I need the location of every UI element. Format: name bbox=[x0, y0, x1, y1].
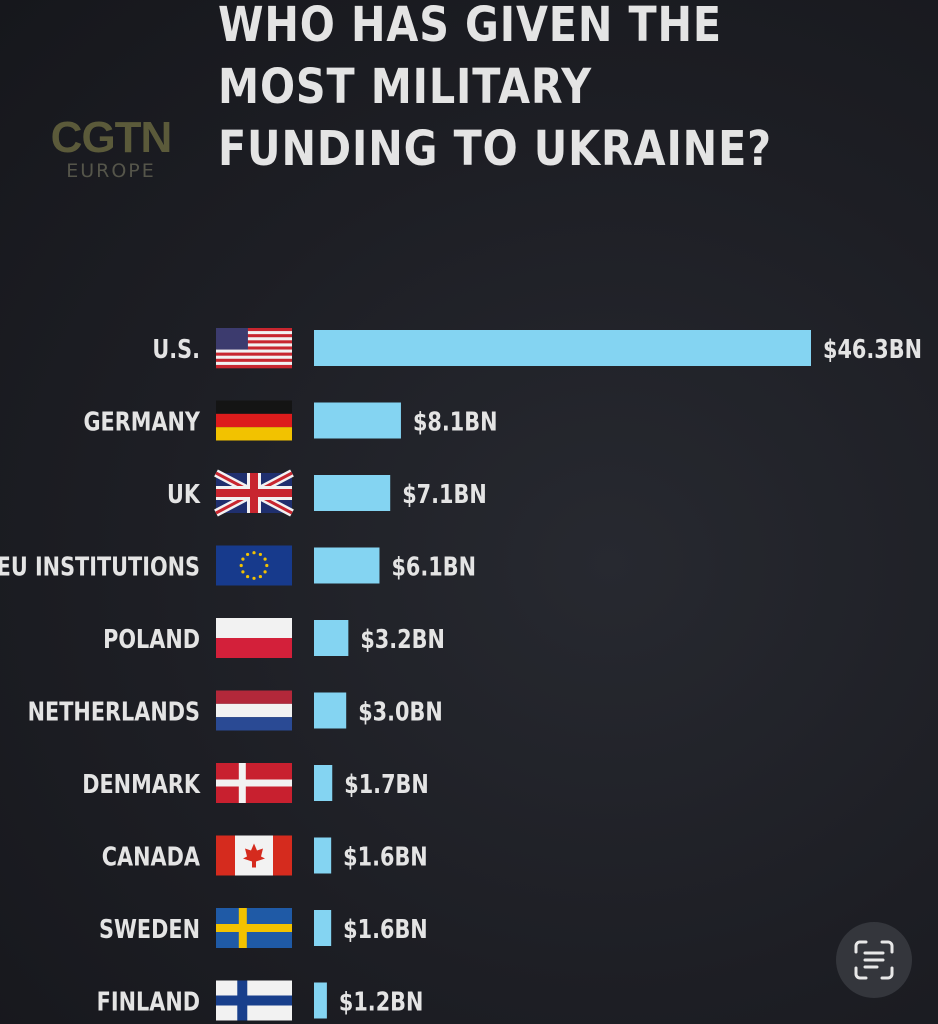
bar-u-s bbox=[314, 330, 811, 366]
value-label-sweden: $1.6BN bbox=[343, 914, 428, 945]
category-label-eu-institutions: EU INSTITUTIONS bbox=[0, 551, 200, 582]
category-label-denmark: DENMARK bbox=[82, 769, 200, 800]
category-label-poland: POLAND bbox=[103, 624, 200, 655]
category-label-u-s: U.S. bbox=[152, 334, 200, 365]
germany-flag bbox=[216, 400, 292, 441]
bar-eu-institutions bbox=[314, 547, 380, 584]
value-label-poland: $3.2BN bbox=[360, 624, 445, 655]
value-label-netherlands: $3.0BN bbox=[358, 696, 443, 727]
logo-main-text: CGTN bbox=[50, 113, 173, 162]
bar-netherlands bbox=[314, 692, 347, 729]
value-label-u-s: $46.3BN bbox=[823, 334, 922, 365]
value-label-denmark: $1.7BN bbox=[344, 769, 429, 800]
category-label-sweden: SWEDEN bbox=[99, 914, 200, 945]
canada-flag bbox=[216, 835, 292, 876]
us-flag bbox=[216, 328, 292, 369]
sweden-flag bbox=[216, 908, 292, 948]
category-label-netherlands: NETHERLANDS bbox=[28, 696, 200, 727]
finland-flag bbox=[216, 980, 292, 1021]
value-label-finland: $1.2BN bbox=[339, 986, 424, 1017]
bar-sweden bbox=[314, 910, 332, 946]
category-label-finland: FINLAND bbox=[97, 986, 200, 1017]
bar-poland bbox=[314, 620, 349, 656]
scan-text-button[interactable] bbox=[836, 922, 912, 998]
scan-text-icon bbox=[854, 940, 894, 980]
eu-flag bbox=[216, 545, 292, 586]
value-label-eu-institutions: $6.1BN bbox=[391, 551, 476, 582]
category-label-uk: UK bbox=[167, 479, 201, 510]
logo-sub-text: EUROPE bbox=[66, 160, 156, 182]
category-label-germany: GERMANY bbox=[83, 406, 200, 437]
value-label-germany: $8.1BN bbox=[413, 406, 498, 437]
value-label-canada: $1.6BN bbox=[343, 841, 428, 872]
bar-denmark bbox=[314, 765, 333, 801]
category-label-canada: CANADA bbox=[102, 841, 201, 872]
denmark-flag bbox=[216, 763, 292, 803]
chart-title: WHO HAS GIVEN THE MOST MILITARY FUNDING … bbox=[218, 0, 772, 177]
poland-flag bbox=[216, 618, 292, 658]
uk-flag bbox=[214, 469, 294, 517]
bar-finland bbox=[314, 982, 327, 1019]
bar-germany bbox=[314, 402, 401, 439]
bar-canada bbox=[314, 837, 332, 874]
value-label-uk: $7.1BN bbox=[402, 479, 487, 510]
bar-uk bbox=[314, 475, 391, 511]
netherlands-flag bbox=[216, 690, 292, 731]
cgtn-europe-logo: CGTN EUROPE bbox=[40, 113, 182, 183]
